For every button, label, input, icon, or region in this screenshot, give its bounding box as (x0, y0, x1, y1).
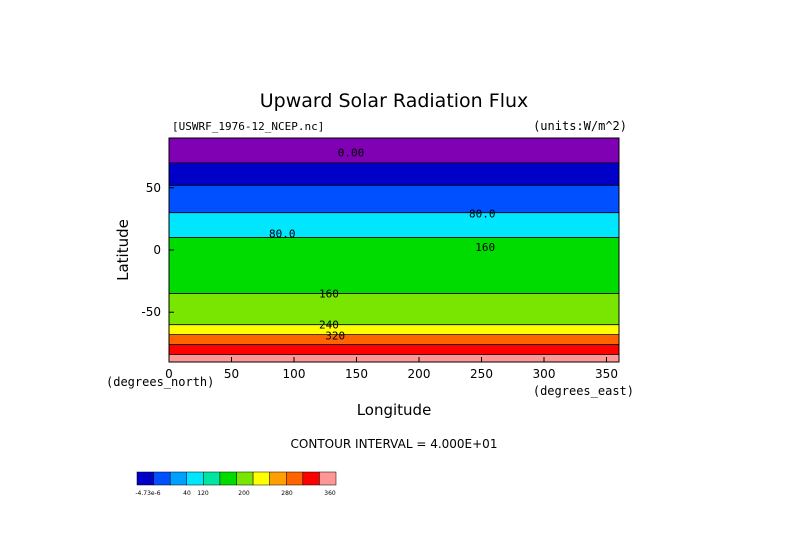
band-1 (169, 162, 619, 186)
x-axis-ticks: 0 50 100 150 200 250 300 350 (165, 357, 618, 381)
band-6 (169, 324, 619, 335)
band-2 (169, 185, 619, 213)
colorbar-swatch (236, 471, 254, 486)
contour-label: 0.00 (338, 147, 365, 160)
colorbar-swatch (169, 471, 188, 486)
band-4 (169, 237, 619, 294)
contour-label: 160 (475, 241, 495, 254)
x-unit-note: (degrees_east) (533, 384, 634, 398)
colorbar-label: 120 (197, 490, 209, 497)
band-9 (169, 354, 619, 362)
colorbar-swatch (319, 471, 337, 486)
file-label: [USWRF_1976-12_NCEP.nc] (172, 120, 324, 133)
contour-interval: CONTOUR INTERVAL = 4.000E+01 (291, 437, 498, 451)
colorbar-swatch (219, 471, 237, 486)
x-tick-label: 300 (533, 367, 556, 381)
y-tick-label: 50 (146, 181, 161, 195)
colorbar-swatch (203, 471, 221, 486)
contour-label: 320 (325, 330, 345, 343)
y-unit-note: (degrees_north) (106, 375, 214, 389)
x-tick-label: 200 (408, 367, 431, 381)
colorbar-label: -4.73e-6 (135, 490, 160, 497)
colorbar-label: 360 (324, 490, 336, 497)
band-8 (169, 344, 619, 355)
colorbar-label: 40 (183, 490, 191, 497)
band-0 (169, 138, 619, 163)
band-7 (169, 334, 619, 345)
x-tick-label: 100 (283, 367, 306, 381)
x-tick-label: 350 (595, 367, 618, 381)
colorbar-swatch (302, 471, 320, 486)
x-axis-label: Longitude (357, 401, 432, 419)
band-5 (169, 293, 619, 325)
chart-title: Upward Solar Radiation Flux (260, 90, 529, 112)
contour-label: 80.0 (469, 208, 496, 221)
colorbar-swatch (153, 471, 171, 486)
contour-label: 240 (319, 318, 339, 331)
colorbar-swatch (186, 471, 204, 486)
x-tick-label: 150 (345, 367, 368, 381)
x-tick-label: 250 (470, 367, 493, 381)
colorbar-swatch (136, 471, 154, 486)
colorbar-swatch (269, 471, 287, 486)
x-tick-label: 50 (224, 367, 239, 381)
contour-label: 80.0 (269, 228, 296, 241)
x-tick-label: 0 (165, 367, 173, 381)
y-tick-label: 0 (153, 243, 161, 257)
colorbar-label: 280 (281, 490, 293, 497)
colorbar-label: 200 (238, 490, 250, 497)
y-axis-ticks: 50 0 -50 (141, 181, 174, 319)
y-tick-label: -50 (141, 305, 161, 319)
contour-label: 160 (319, 287, 339, 300)
band-3 (169, 212, 619, 238)
colorbar-swatch (286, 471, 304, 486)
colorbar-swatch (252, 471, 270, 486)
units-label: (units:W/m^2) (533, 119, 627, 133)
y-axis-label: Latitude (114, 219, 132, 281)
colorbar: -4.73e-6 40 120 200 280 360 (135, 471, 337, 497)
